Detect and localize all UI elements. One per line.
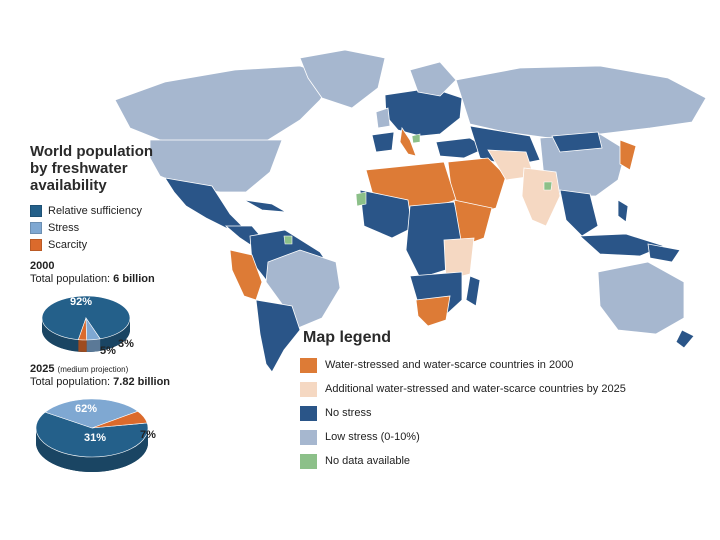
region-india [521, 167, 561, 227]
region-southeast-asia [559, 189, 599, 237]
pie-2000-label-sufficiency: 92% [70, 296, 93, 308]
pie-2025-slice-stress [44, 398, 139, 429]
year-2025: 2025 [30, 363, 55, 375]
population-value: 7.82 billion [113, 376, 171, 388]
panel-legend-label: Stress [48, 221, 80, 234]
region-usa [149, 139, 283, 193]
region-korea-japan [619, 139, 637, 171]
population-value: 6 billion [113, 273, 155, 285]
map-legend-label: No data available [325, 455, 411, 467]
region-scandinavia [409, 61, 457, 97]
region-philippines [617, 199, 629, 223]
region-no-data-1 [355, 191, 367, 207]
map-legend-item: Low stress (0-10%) [300, 425, 700, 449]
region-new-guinea [647, 243, 681, 263]
region-no-data-2 [411, 133, 421, 144]
map-legend-item: No data available [300, 449, 700, 473]
panel-legend-label: Scarcity [48, 238, 88, 251]
region-europe [384, 87, 463, 137]
region-uk [375, 107, 391, 129]
map-legend-label: No stress [325, 407, 372, 419]
panel-title-line: by freshwater [30, 160, 128, 177]
pie-2000-slice-sufficiency-wall [100, 318, 130, 351]
region-caribbean [243, 199, 287, 213]
region-italy [399, 126, 417, 157]
population-label: Total population: [30, 273, 114, 285]
legend-swatch [300, 429, 317, 445]
pie-2025-label-scarcity: 7% [140, 429, 156, 441]
legend-swatch [30, 238, 42, 251]
pie-2000-label-stress: 5% [100, 345, 116, 357]
legend-swatch [300, 405, 317, 421]
pie-2025-slice-sufficiency [35, 411, 149, 458]
panel-title: World population by freshwater availabil… [30, 143, 200, 194]
region-turkey [435, 137, 487, 159]
map-legend-item: Water-stressed and water-scarce countrie… [300, 353, 700, 377]
pie-2025-label-stress: 31% [84, 432, 107, 444]
region-south-africa [415, 295, 451, 327]
map-legend-label: Water-stressed and water-scarce countrie… [325, 359, 574, 371]
region-horn-of-africa [453, 199, 493, 247]
population-2025: Total population: 7.82 billion [30, 376, 200, 389]
pie-chart-2025 [35, 398, 149, 472]
pie-2025-slice-sufficiency-wall [36, 428, 148, 472]
region-no-data-4 [283, 235, 293, 245]
pie-2000-label-scarcity: 3% [118, 338, 134, 350]
map-legend-title: Map legend [303, 329, 392, 346]
region-greenland [299, 49, 386, 109]
region-russia [455, 65, 707, 139]
region-canada [114, 65, 336, 151]
legend-swatch [300, 381, 317, 397]
map-legend-item: Additional water-stressed and water-scar… [300, 377, 700, 401]
legend-swatch [300, 453, 317, 469]
pie-2025-slice-scarcity [91, 410, 148, 429]
projection-note: (medium projection) [57, 365, 129, 374]
panel-legend-label: Relative sufficiency [48, 204, 142, 217]
panel-legend-item: Stress [30, 219, 200, 236]
panel-title-line: availability [30, 177, 107, 194]
legend-swatch [30, 221, 42, 234]
panel-legend-item: Scarcity [30, 236, 200, 253]
map-legend-item: No stress [300, 401, 700, 425]
region-brazil [265, 249, 341, 329]
region-no-data-3 [543, 181, 553, 191]
year-2025-label: 2025 (medium projection) [30, 363, 200, 376]
legend-swatch [300, 357, 317, 373]
region-madagascar [465, 275, 481, 307]
region-southern-cone [255, 299, 301, 373]
map-legend: Map legend Water-stressed and water-scar… [300, 329, 700, 473]
panel-legend-item: Relative sufficiency [30, 202, 200, 219]
population-2000: Total population: 6 billion [30, 273, 200, 286]
pie-2000-slice-stress-wall [86, 338, 101, 352]
region-iberia [371, 131, 395, 153]
region-mongolia [551, 131, 603, 153]
pie-2000-slice-scarcity-wall [78, 339, 87, 352]
panel-title-line: World population [30, 143, 154, 160]
population-panel: World population by freshwater availabil… [30, 143, 200, 389]
year-2000-label: 2000 [30, 260, 55, 272]
pie-chart-2000 [41, 295, 131, 352]
pie-2025-label-sufficiency: 62% [75, 403, 98, 415]
pie-2000-slice-sufficiency-wall [42, 318, 79, 352]
region-east-africa [443, 237, 475, 281]
legend-swatch [30, 204, 42, 217]
region-new-zealand [675, 329, 695, 349]
map-legend-label: Low stress (0-10%) [325, 431, 420, 443]
population-label: Total population: [30, 376, 114, 388]
region-west-africa [359, 189, 413, 239]
pie-2000-slice-scarcity [77, 317, 87, 341]
region-australia [597, 261, 685, 335]
map-legend-label: Additional water-stressed and water-scar… [325, 383, 626, 395]
region-mexico [164, 177, 243, 229]
